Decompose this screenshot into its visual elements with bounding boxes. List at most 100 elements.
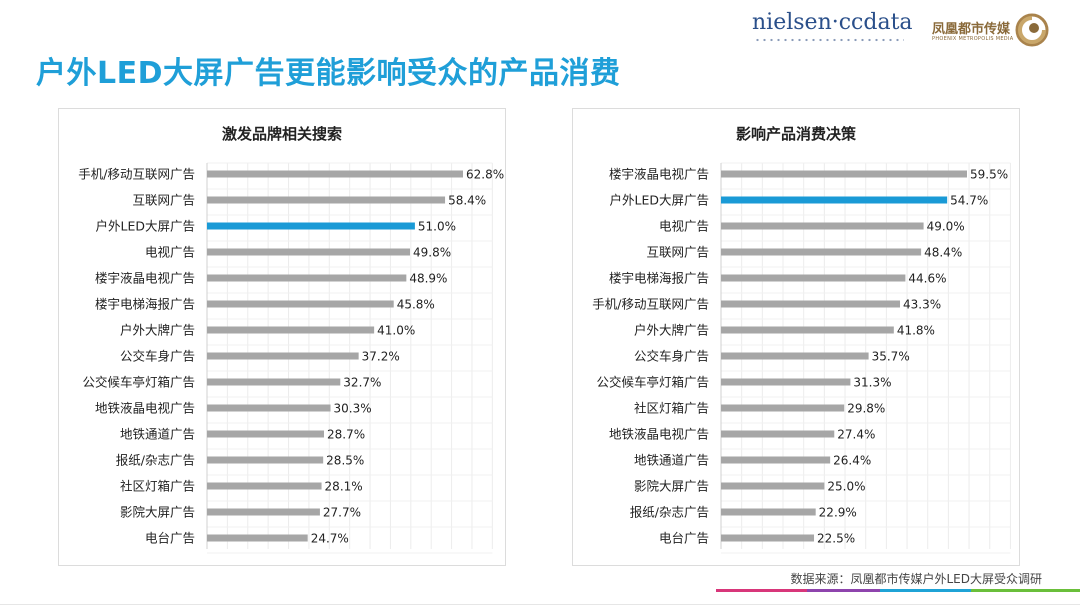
value-label: 49.0% <box>927 220 965 234</box>
value-label: 27.4% <box>837 428 875 442</box>
value-label: 44.6% <box>908 272 946 286</box>
value-label: 49.8% <box>413 246 451 260</box>
page-title: 户外LED大屏广告更能影响受众的产品消费 <box>36 56 621 91</box>
bar <box>207 378 341 386</box>
bar <box>721 222 924 230</box>
value-label: 24.7% <box>311 532 349 546</box>
category-label: 公交候车亭灯箱广告 <box>82 375 195 390</box>
value-label: 27.7% <box>323 506 361 520</box>
value-label: 31.3% <box>853 376 891 390</box>
nielsen-ccdata-logo: nielsen·ccdata <box>752 10 913 42</box>
data-source-note: 数据来源：凤凰都市传媒户外LED大屏受众调研 <box>790 572 1042 586</box>
category-label: 楼宇电梯海报广告 <box>95 297 195 312</box>
bar <box>207 352 359 360</box>
category-label: 户外LED大屏广告 <box>96 219 196 234</box>
value-label: 22.5% <box>817 532 855 546</box>
value-label: 51.0% <box>418 220 456 234</box>
value-label: 48.9% <box>409 272 447 286</box>
category-label: 地铁液晶电视广告 <box>609 427 709 442</box>
category-label: 户外大牌广告 <box>120 323 195 338</box>
bar <box>721 378 851 386</box>
category-label: 社区灯箱广告 <box>120 479 195 494</box>
category-label: 楼宇液晶电视广告 <box>95 271 195 286</box>
bar <box>721 430 835 438</box>
value-label: 29.8% <box>847 402 885 416</box>
category-label: 户外大牌广告 <box>634 323 709 338</box>
category-label: 报纸/杂志广告 <box>116 453 195 468</box>
value-label: 62.8% <box>466 168 504 182</box>
chart-title: 影响产品消费决策 <box>736 125 857 143</box>
category-label: 楼宇电梯海报广告 <box>609 271 709 286</box>
category-label: 公交车身广告 <box>120 349 195 364</box>
category-label: 户外LED大屏广告 <box>610 193 710 208</box>
bar <box>721 300 901 308</box>
category-label: 报纸/杂志广告 <box>630 505 709 520</box>
category-label: 公交候车亭灯箱广告 <box>596 375 709 390</box>
bar <box>721 482 825 490</box>
bar <box>207 430 324 438</box>
bar <box>207 534 308 542</box>
bar <box>207 326 375 334</box>
bar <box>721 456 831 464</box>
category-label: 社区灯箱广告 <box>634 401 709 416</box>
logo-dots-decoration <box>754 38 904 42</box>
value-label: 37.2% <box>362 350 400 364</box>
bar <box>721 274 906 282</box>
value-label: 30.3% <box>334 402 372 416</box>
category-label: 电视广告 <box>145 245 195 260</box>
category-label: 影院大屏广告 <box>634 479 709 494</box>
phoenix-logo: 凤凰都市传媒 PHOENIX METROPOLIS MEDIA <box>932 13 1072 48</box>
value-label: 22.9% <box>819 506 857 520</box>
value-label: 32.7% <box>343 376 381 390</box>
category-label: 地铁通道广告 <box>634 453 709 468</box>
phoenix-logo-en: PHOENIX METROPOLIS MEDIA <box>932 36 1014 42</box>
bar <box>207 300 394 308</box>
bar <box>721 326 894 334</box>
value-label: 28.1% <box>325 480 363 494</box>
value-label: 54.7% <box>950 194 988 208</box>
bar <box>721 170 967 178</box>
bar-highlight <box>207 222 415 230</box>
bar <box>207 456 324 464</box>
value-label: 26.4% <box>833 454 871 468</box>
bar <box>207 274 407 282</box>
category-label: 地铁通道广告 <box>120 427 195 442</box>
bar <box>207 170 463 178</box>
footer-color-line <box>716 589 1080 592</box>
value-label: 58.4% <box>448 194 486 208</box>
category-label: 楼宇液晶电视广告 <box>609 167 709 182</box>
category-label: 手机/移动互联网广告 <box>592 297 709 312</box>
bar <box>207 482 322 490</box>
category-label: 地铁液晶电视广告 <box>95 401 195 416</box>
value-label: 28.5% <box>326 454 364 468</box>
value-label: 48.4% <box>924 246 962 260</box>
value-label: 35.7% <box>872 350 910 364</box>
bar <box>207 508 320 516</box>
category-label: 电台广告 <box>145 531 195 546</box>
chart-title: 激发品牌相关搜索 <box>222 125 342 143</box>
category-label: 电视广告 <box>659 219 709 234</box>
category-label: 电台广告 <box>659 531 709 546</box>
value-label: 41.8% <box>897 324 935 338</box>
bar <box>721 508 816 516</box>
category-label: 互联网广告 <box>132 193 195 208</box>
bar <box>721 248 922 256</box>
chart-panel-left: 激发品牌相关搜索 手机/移动互联网广告 62.8% 互联网广告 58.4% 户外LED大屏… <box>58 108 506 566</box>
value-label: 28.7% <box>327 428 365 442</box>
category-label: 影院大屏广告 <box>120 505 195 520</box>
value-label: 59.5% <box>970 168 1008 182</box>
bar <box>207 248 411 256</box>
bar <box>207 404 331 412</box>
category-label: 互联网广告 <box>646 245 709 260</box>
value-label: 41.0% <box>377 324 415 338</box>
phoenix-logo-cn: 凤凰都市传媒 <box>932 22 1011 37</box>
chart-panel-right: 影响产品消费决策楼宇液晶电视广告 59.5% 户外LED大屏广告 54.7% 电视广告 4… <box>572 108 1020 566</box>
bar <box>721 352 869 360</box>
footer-divider <box>0 604 1080 605</box>
category-label: 公交车身广告 <box>634 349 709 364</box>
value-label: 45.8% <box>397 298 435 312</box>
value-label: 25.0% <box>827 480 865 494</box>
bar-highlight <box>721 196 948 204</box>
